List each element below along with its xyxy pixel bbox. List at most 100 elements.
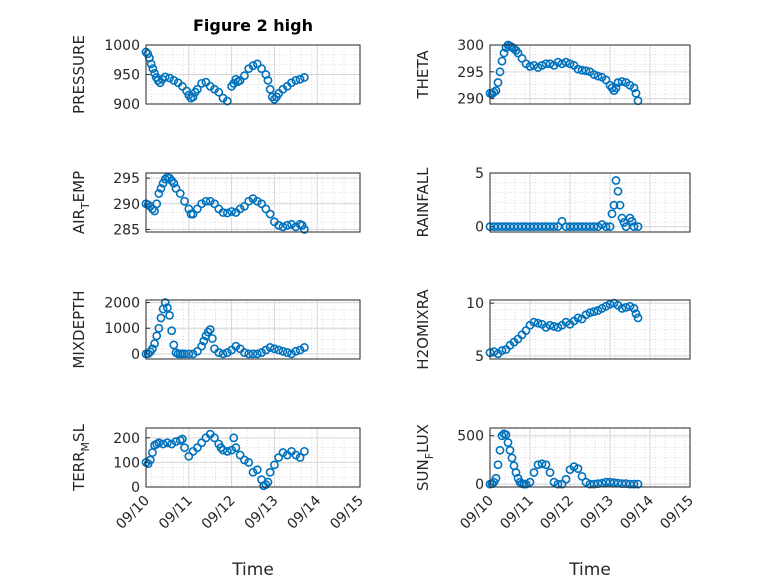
y-tick-label: 285 — [113, 222, 140, 238]
data-point — [265, 209, 275, 219]
x-tick-label: 09/14 — [284, 493, 324, 533]
data-point — [154, 323, 164, 333]
data-point — [605, 477, 615, 487]
data-point — [252, 59, 262, 69]
y-tick-label: 950 — [113, 68, 140, 84]
data-point — [613, 186, 623, 196]
subplot-1: 900 950 1000 PRESSURE — [70, 35, 361, 114]
data-point — [611, 83, 621, 93]
y-tick-label: 5 — [475, 349, 484, 365]
data-point — [222, 446, 232, 456]
data-point — [274, 345, 284, 355]
data-point — [160, 72, 170, 82]
x-tick-label: 09/15 — [657, 493, 697, 533]
data-point — [299, 343, 309, 352]
data-point — [152, 199, 162, 209]
data-point — [235, 450, 245, 460]
data-point — [240, 455, 249, 465]
x-tick-label: 09/11 — [497, 493, 537, 533]
axes-frame — [145, 44, 361, 105]
y-axis-label-text: LUX — [414, 424, 432, 453]
data-point — [244, 458, 254, 467]
subplot-8: 0 500 09/10 09/11 09/12 09/13 09/14 09/15 Time SU… — [414, 424, 697, 580]
subplot-2: 290 295 300 THETA — [414, 38, 691, 108]
y-tick-label: 5 — [475, 166, 484, 182]
y-axis-label-text: THETA — [414, 50, 432, 100]
data-point — [248, 467, 258, 477]
data-point — [577, 471, 587, 481]
y-axis-label-text: TERR — [70, 451, 88, 492]
axes-frame — [489, 427, 691, 488]
data-point — [561, 57, 571, 67]
data-point — [537, 60, 547, 70]
data-point — [180, 443, 189, 453]
data-point — [295, 345, 305, 355]
data-point — [507, 453, 517, 463]
data-point — [263, 76, 273, 85]
y-axis-label: PRESSURE — [70, 35, 88, 114]
data-point — [199, 336, 209, 346]
x-tick-label: 09/14 — [617, 493, 657, 533]
data-point — [577, 65, 587, 75]
data-point — [248, 194, 258, 204]
data-point — [619, 217, 629, 227]
y-axis-label-text: EMP — [70, 171, 88, 202]
y-tick-label: 295 — [457, 65, 484, 81]
data-point — [509, 222, 519, 232]
y-axis-label: H2OMIXRA — [414, 289, 432, 370]
data-point — [503, 438, 513, 447]
data-point — [495, 445, 505, 455]
data-point — [267, 92, 277, 102]
data-point — [629, 222, 639, 232]
y-tick-label: 0 — [475, 477, 484, 493]
data-point — [146, 59, 156, 69]
data-point — [601, 477, 611, 487]
y-tick-label: 290 — [457, 92, 484, 108]
data-point — [278, 346, 288, 356]
x-tick-label: 09/10 — [113, 493, 153, 533]
subplot-7: 0 100 200 09/10 09/11 09/12 09/13 09/14 09/15 Tim… — [70, 423, 367, 580]
y-tick-label: 0 — [131, 347, 140, 363]
data-point — [493, 460, 503, 470]
y-tick-label: 2000 — [104, 296, 140, 312]
data-point — [160, 298, 170, 307]
data-point — [633, 313, 643, 323]
data-point — [227, 207, 236, 216]
y-axis-label: SUNFLUX — [414, 424, 436, 491]
data-point — [248, 349, 258, 359]
y-axis-label-text: SL — [70, 423, 88, 442]
data-point — [169, 76, 179, 85]
data-point — [240, 348, 249, 357]
data-point — [165, 73, 174, 83]
data-point — [295, 74, 305, 84]
data-point — [573, 313, 583, 323]
data-point — [235, 76, 245, 85]
subplot-4: 0 5 RAINFALL — [414, 166, 691, 237]
data-point — [605, 299, 615, 309]
data-point — [229, 433, 239, 443]
data-point — [240, 201, 249, 211]
data-point — [227, 445, 236, 455]
data-point — [627, 216, 637, 226]
data-point — [529, 468, 539, 477]
data-point — [263, 477, 273, 487]
data-point — [533, 318, 543, 328]
y-tick-label: 290 — [113, 197, 140, 213]
data-point — [629, 304, 639, 313]
x-tick-label: 09/12 — [537, 493, 577, 533]
axes-frame — [489, 299, 691, 360]
data-point — [257, 199, 266, 209]
data-point — [167, 439, 177, 449]
data-point — [499, 48, 509, 58]
data-point — [218, 349, 228, 359]
data-point — [231, 341, 241, 351]
data-point — [143, 49, 153, 59]
data-point — [180, 196, 189, 206]
x-axis-label: Time — [568, 560, 611, 580]
data-point — [282, 348, 292, 357]
data-point — [287, 219, 296, 229]
data-point — [585, 308, 595, 318]
data-point — [265, 84, 275, 94]
data-point — [169, 340, 179, 350]
